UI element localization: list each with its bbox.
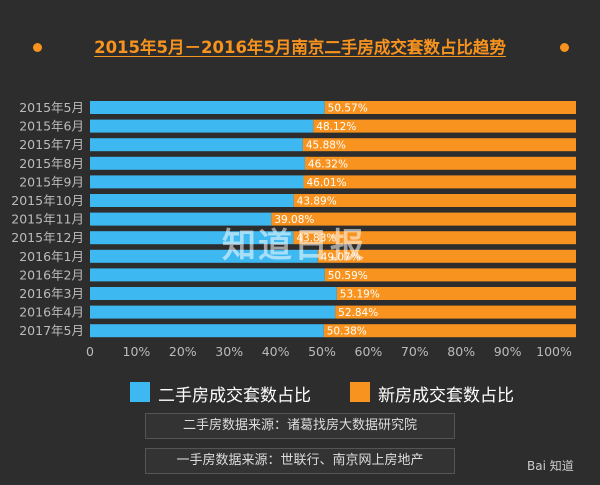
bar-newhouse: [323, 324, 576, 338]
x-tick-label: 40%: [262, 344, 290, 359]
bar-newhouse: [336, 287, 576, 300]
y-tick-label: 2015年10月: [11, 193, 84, 208]
data-label: 46.32%: [308, 158, 348, 170]
y-tick-label: 2015年6月: [19, 119, 84, 134]
bar-secondhand: [90, 156, 305, 170]
legend-swatch-series1: [130, 382, 150, 402]
data-label: 45.88%: [306, 140, 346, 152]
y-tick-label: 2015年7月: [19, 137, 84, 152]
legend-label-series2: 新房成交套数占比: [378, 386, 514, 406]
y-tick-label: 2016年2月: [19, 267, 84, 282]
bar-newhouse: [303, 175, 576, 189]
bar-newhouse: [324, 101, 576, 114]
bar-secondhand: [90, 212, 272, 226]
bar-secondhand: [90, 175, 304, 189]
source-newhouse: 一手房数据来源：世联行、南京网上房地产: [145, 448, 455, 474]
bar-newhouse: [304, 156, 576, 170]
bar-newhouse: [313, 119, 576, 133]
watermark-corner: Bai 知道: [527, 459, 574, 473]
bar-secondhand: [90, 138, 303, 152]
x-tick-label: 30%: [215, 344, 243, 359]
title-bar: 2015年5月－2016年5月南京二手房成交套数占比趋势: [0, 30, 600, 66]
data-label: 53.19%: [340, 289, 380, 301]
x-tick-label: 50%: [308, 344, 336, 359]
bar-secondhand: [90, 119, 314, 133]
x-tick-label: 60%: [355, 344, 383, 359]
bar-secondhand: [90, 231, 294, 245]
y-tick-label: 2016年3月: [19, 286, 84, 301]
x-tick-label: 20%: [169, 344, 197, 359]
data-label: 48.12%: [316, 121, 356, 133]
x-tick-label: 70%: [401, 344, 429, 359]
y-tick-label: 2017年5月: [19, 323, 84, 338]
bar-newhouse: [293, 231, 576, 245]
y-tick-label: 2015年11月: [11, 212, 84, 227]
y-tick-label: 2015年5月: [19, 100, 84, 115]
bar-secondhand: [90, 249, 318, 263]
y-tick-label: 2015年8月: [19, 156, 84, 171]
bar-secondhand: [90, 194, 294, 207]
bar-newhouse: [317, 249, 576, 263]
y-tick-label: 2016年4月: [19, 305, 84, 320]
y-tick-label: 2015年12月: [11, 230, 84, 245]
chart-title: 2015年5月－2016年5月南京二手房成交套数占比趋势: [94, 38, 506, 57]
y-tick-label: 2016年1月: [19, 249, 84, 264]
x-tick-label: 100%: [536, 344, 572, 359]
x-tick-label: 10%: [123, 344, 151, 359]
data-label: 43.89%: [297, 196, 337, 208]
data-label: 39.08%: [274, 214, 314, 226]
title-right-dot-icon: [560, 43, 569, 52]
bar-secondhand: [90, 324, 324, 338]
data-label: 52.84%: [338, 307, 378, 319]
y-tick-label: 2015年9月: [19, 174, 84, 189]
x-tick-label: 90%: [494, 344, 522, 359]
legend-label-series1: 二手房成交套数占比: [158, 386, 311, 406]
bar-newhouse: [335, 305, 576, 319]
bar-secondhand: [90, 287, 337, 300]
data-label: 46.01%: [306, 177, 346, 189]
bar-secondhand: [90, 305, 336, 319]
bar-secondhand: [90, 268, 325, 282]
bar-newhouse: [302, 138, 576, 152]
data-label: 50.38%: [327, 326, 367, 338]
legend-swatch-series2: [350, 382, 370, 402]
x-tick-label: 0: [86, 344, 94, 359]
data-label: 49.07%: [321, 251, 361, 263]
data-label: 43.83%: [296, 233, 336, 245]
bar-newhouse: [293, 194, 576, 207]
data-label: 50.57%: [328, 103, 368, 115]
bar-secondhand: [90, 101, 325, 114]
title-left-dot-icon: [33, 43, 42, 52]
data-label: 50.59%: [328, 270, 368, 282]
x-tick-label: 80%: [447, 344, 475, 359]
bar-newhouse: [271, 212, 576, 226]
source-secondhand: 二手房数据来源：诸葛找房大数据研究院: [145, 413, 455, 439]
bar-newhouse: [324, 268, 576, 282]
watermark-center: 知道日报: [222, 226, 366, 266]
